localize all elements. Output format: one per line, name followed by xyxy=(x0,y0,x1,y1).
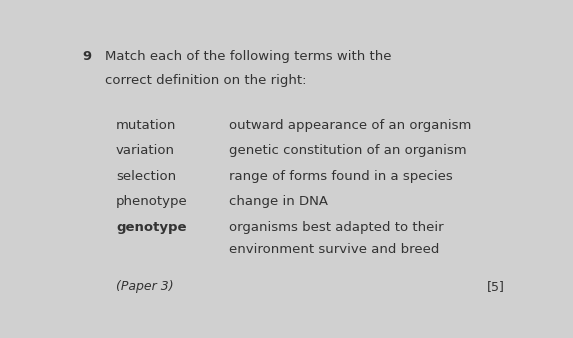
Text: range of forms found in a species: range of forms found in a species xyxy=(229,170,453,183)
Text: 9: 9 xyxy=(83,50,92,63)
Text: mutation: mutation xyxy=(116,119,176,131)
Text: (Paper 3): (Paper 3) xyxy=(116,280,174,293)
Text: Match each of the following terms with the: Match each of the following terms with t… xyxy=(105,50,391,63)
Text: variation: variation xyxy=(116,144,175,157)
Text: outward appearance of an organism: outward appearance of an organism xyxy=(229,119,472,131)
Text: genetic constitution of an organism: genetic constitution of an organism xyxy=(229,144,467,157)
Text: [5]: [5] xyxy=(486,280,505,293)
Text: environment survive and breed: environment survive and breed xyxy=(229,243,439,256)
Text: change in DNA: change in DNA xyxy=(229,195,328,208)
Text: genotype: genotype xyxy=(116,221,187,234)
Text: organisms best adapted to their: organisms best adapted to their xyxy=(229,221,444,234)
Text: correct definition on the right:: correct definition on the right: xyxy=(105,74,307,88)
Text: phenotype: phenotype xyxy=(116,195,188,208)
Text: selection: selection xyxy=(116,170,176,183)
